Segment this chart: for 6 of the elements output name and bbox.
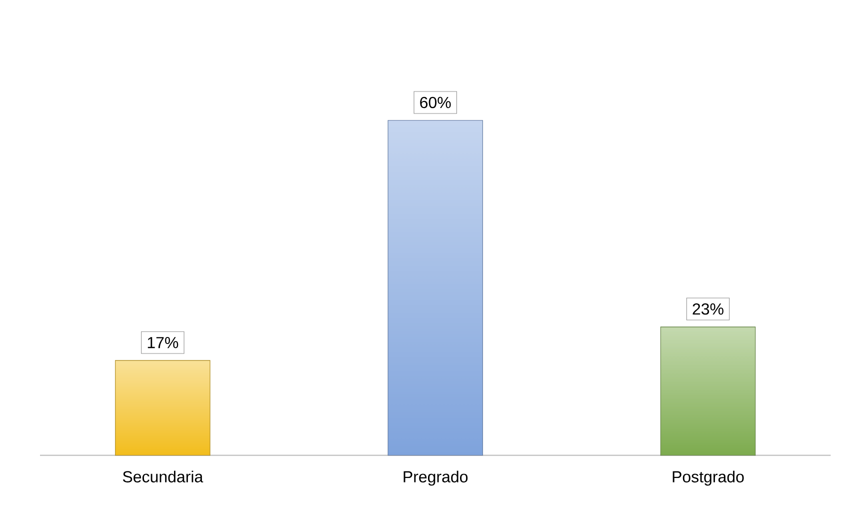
x-tick-label: Postgrado xyxy=(672,470,744,486)
data-label: 60% xyxy=(420,96,451,108)
x-tick-label: Pregrado xyxy=(404,470,468,486)
x-tick-label: Secundaria xyxy=(122,470,204,482)
data-label: 17% xyxy=(148,336,178,348)
data-label: 23% xyxy=(692,303,724,315)
